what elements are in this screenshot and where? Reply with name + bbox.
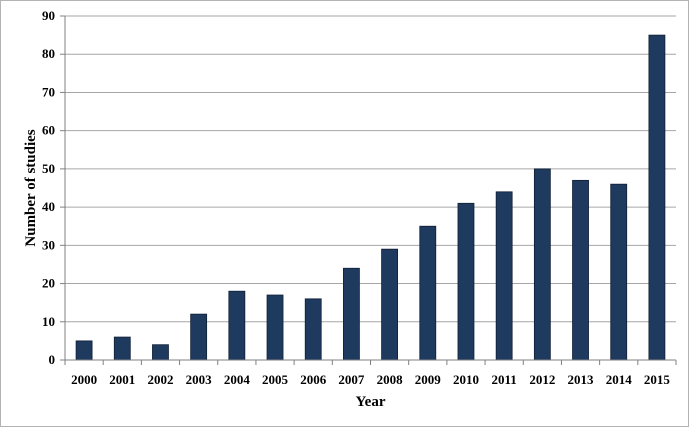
gridlines — [65, 15, 676, 323]
y-tick-label: 20 — [42, 276, 55, 291]
x-tick-label: 2007 — [338, 372, 365, 387]
y-tick-label: 0 — [49, 352, 56, 367]
y-tick-label: 80 — [42, 46, 55, 61]
bar-2004 — [228, 290, 246, 361]
bar-2012 — [533, 168, 551, 361]
bar-2015 — [648, 34, 666, 361]
axes — [60, 15, 677, 365]
x-tick-label: 2003 — [186, 372, 213, 387]
bar-2007 — [343, 267, 360, 361]
bar-2010 — [457, 202, 475, 361]
y-tick-label: 50 — [42, 161, 55, 176]
y-tick-label: 40 — [42, 199, 55, 214]
x-tick-label: 2011 — [492, 372, 517, 387]
x-tick-label: 2000 — [71, 372, 97, 387]
x-axis-title: Year — [356, 394, 386, 410]
x-tick-label: 2005 — [262, 372, 289, 387]
bars — [75, 34, 666, 361]
x-tick-label: 2008 — [377, 372, 404, 387]
y-tick-label: 70 — [42, 84, 55, 99]
bar-2008 — [381, 248, 398, 361]
y-tick-labels: 0 10 20 30 40 50 60 70 80 90 — [42, 8, 55, 367]
x-tick-label: 2009 — [415, 372, 442, 387]
x-tick-label: 2014 — [606, 372, 633, 387]
y-tick-label: 10 — [42, 314, 55, 329]
x-tick-labels: 2000 2001 2002 2003 2004 2005 2006 2007 2008 2009… — [71, 372, 670, 387]
x-tick-label: 2015 — [644, 372, 671, 387]
y-tick-label: 60 — [42, 123, 55, 138]
bar-2013 — [572, 179, 589, 361]
bar-2001 — [113, 336, 131, 361]
bar-2002 — [152, 344, 169, 361]
x-tick-label: 2013 — [568, 372, 595, 387]
x-tick-label: 2004 — [224, 372, 251, 387]
bar-2009 — [419, 225, 437, 361]
x-tick-label: 2002 — [147, 372, 173, 387]
bar-2005 — [266, 294, 284, 361]
x-tick-label: 2001 — [109, 372, 135, 387]
y-tick-label: 90 — [42, 8, 55, 23]
y-tick-label: 30 — [42, 237, 55, 252]
bar-2011 — [495, 191, 513, 361]
x-tick-label: 2012 — [529, 372, 555, 387]
bar-2000 — [75, 340, 93, 361]
x-tick-label: 2010 — [453, 372, 479, 387]
bar-2014 — [610, 183, 628, 361]
bar-2006 — [304, 298, 322, 361]
bar-2003 — [190, 313, 208, 361]
y-axis-title: Number of studies — [23, 129, 39, 246]
x-tick-label: 2006 — [300, 372, 327, 387]
